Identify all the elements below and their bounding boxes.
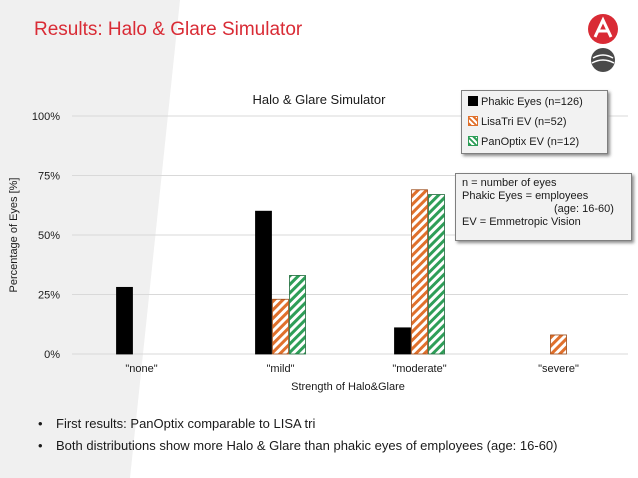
bullet-item: • First results: PanOptix comparable to L…	[38, 413, 557, 435]
bullet-item: • Both distributions show more Halo & Gla…	[38, 435, 557, 457]
legend-label-phakic: Phakic Eyes (n=126)	[481, 96, 583, 108]
bar-phakic	[394, 327, 411, 355]
background-shape	[0, 0, 180, 478]
bar-lisatri	[550, 334, 567, 355]
legend-swatch-lisatri	[468, 116, 478, 126]
note-line: Phakic Eyes = employees	[462, 190, 589, 202]
note-line: n = number of eyes	[462, 177, 557, 189]
bar-panoptix	[428, 194, 445, 355]
y-axis-label: Percentage of Eyes [%]	[8, 178, 20, 293]
chart-legend: Phakic Eyes (n=126) LisaTri EV (n=52) Pa…	[461, 90, 608, 154]
x-tick-label: "none"	[125, 363, 157, 375]
bar-lisatri	[411, 189, 428, 355]
legend-label-panoptix: PanOptix EV (n=12)	[481, 136, 580, 148]
x-axis-label: Strength of Halo&Glare	[291, 381, 405, 393]
bullet-text: First results: PanOptix comparable to LI…	[56, 416, 316, 431]
y-tick-label: 0%	[44, 349, 60, 361]
x-tick-label: "mild"	[267, 363, 295, 375]
slide-title: Results: Halo & Glare Simulator	[34, 19, 303, 40]
legend-item-phakic: Phakic Eyes (n=126)	[468, 95, 583, 109]
legend-item-panoptix: PanOptix EV (n=12)	[468, 135, 579, 149]
bullet-text: Both distributions show more Halo & Glar…	[56, 438, 558, 453]
bar-chart: Halo & Glare Simulator 0% 25% 50% 75% 100% "n…	[8, 92, 628, 393]
legend-swatch-panoptix	[468, 136, 478, 146]
legend-label-lisatri: LisaTri EV (n=52)	[481, 116, 567, 128]
company-logo-icon	[588, 14, 618, 72]
bullet-dot-icon: •	[38, 416, 43, 431]
y-tick-label: 100%	[32, 111, 60, 123]
y-tick-label: 75%	[38, 171, 60, 183]
bullet-list: • First results: PanOptix comparable to L…	[38, 413, 557, 457]
bar-phakic	[255, 210, 272, 355]
x-tick-label: "severe"	[538, 363, 579, 375]
y-tick-label: 25%	[38, 290, 60, 302]
legend-item-lisatri: LisaTri EV (n=52)	[468, 115, 567, 129]
bar-phakic	[116, 286, 133, 355]
legend-swatch-phakic	[468, 96, 478, 106]
x-tick-label: "moderate"	[392, 363, 446, 375]
chart-title: Halo & Glare Simulator	[253, 92, 387, 107]
note-line: (age: 16-60)	[554, 203, 614, 215]
y-tick-label: 50%	[38, 230, 60, 242]
note-line: EV = Emmetropic Vision	[462, 216, 581, 228]
bar-panoptix	[289, 275, 306, 355]
bullet-dot-icon: •	[38, 438, 43, 453]
definitions-note: n = number of eyes Phakic Eyes = employe…	[455, 173, 632, 241]
bar-lisatri	[272, 298, 289, 355]
